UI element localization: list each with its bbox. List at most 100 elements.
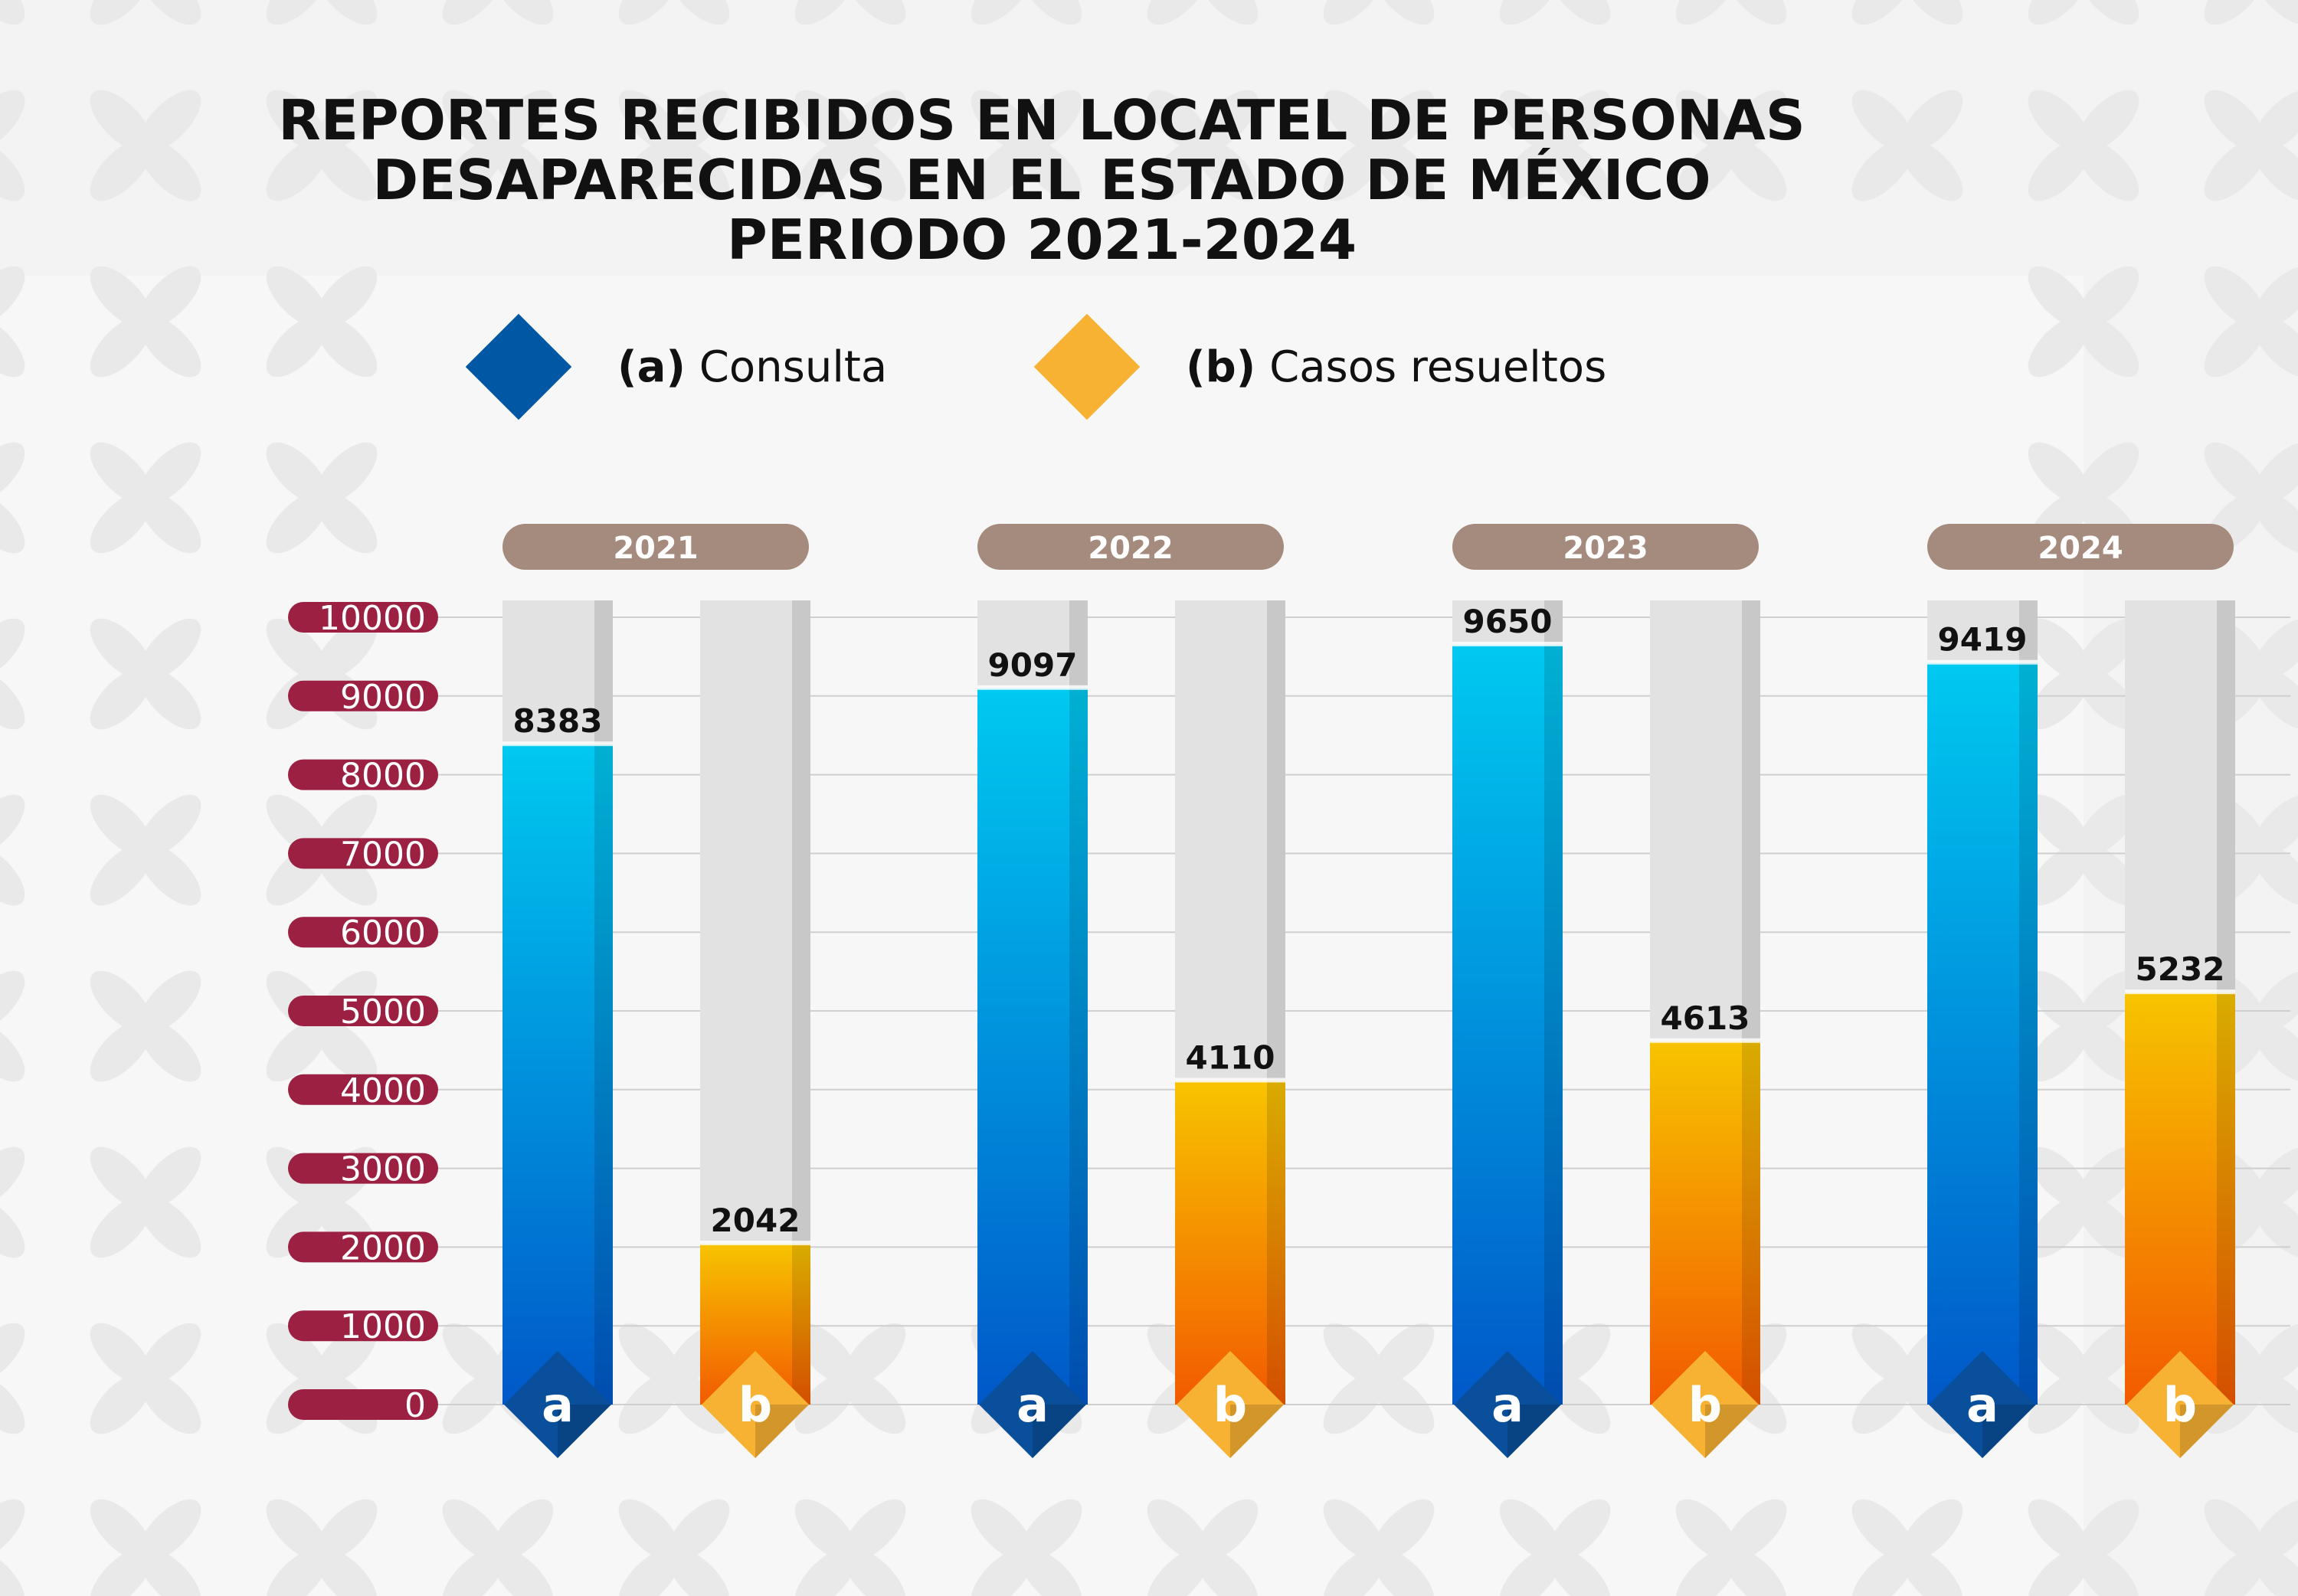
leaf-shape — [2253, 843, 2298, 906]
leaf-shape — [266, 1499, 329, 1562]
leaf-shape — [1147, 90, 1210, 152]
y-tick-label: 5000 — [340, 993, 426, 1032]
leaf-shape — [1851, 0, 1914, 25]
y-tick-label: 4000 — [340, 1071, 426, 1110]
marker-letter: b — [1213, 1377, 1247, 1433]
leaf-shape — [1196, 1548, 1259, 1596]
leaf-shape — [0, 794, 25, 857]
leaf-shape — [1900, 0, 1963, 25]
leaf-shape — [139, 90, 201, 152]
bar-casos-resueltos — [1175, 1081, 1285, 1405]
leaf-shape — [2253, 1019, 2298, 1082]
leaf-shape — [1147, 1499, 1210, 1562]
leaf-shape — [2028, 90, 2090, 152]
leaf-shape — [0, 1548, 25, 1596]
leaf-shape — [0, 1195, 25, 1258]
data-label: 8383 — [513, 702, 603, 740]
leaf-shape — [90, 1499, 152, 1562]
marker-letter: b — [738, 1377, 772, 1433]
leaf-shape — [442, 0, 505, 25]
legend-label-b: (b) Casos resueltos — [1186, 342, 1607, 392]
leaf-shape — [618, 90, 681, 152]
leaf-shape — [2028, 266, 2090, 329]
bar-casos-resueltos — [1650, 1041, 1760, 1405]
leaf-shape — [2253, 139, 2298, 201]
leaf-shape — [1724, 1499, 1787, 1562]
leaf-shape — [2028, 0, 2090, 25]
leaf-shape — [266, 491, 329, 554]
leaf-shape — [139, 442, 201, 505]
marker-letter: b — [1688, 1377, 1722, 1433]
leaf-shape — [2028, 667, 2090, 730]
leaf-shape — [2253, 970, 2298, 1033]
leaf-shape — [1900, 1499, 1963, 1562]
leaf-shape — [2253, 1146, 2298, 1209]
y-tick-badge — [288, 1153, 438, 1184]
marker-b-icon — [1177, 1351, 1284, 1458]
leaf-shape — [0, 139, 25, 201]
leaf-shape — [1196, 1499, 1259, 1562]
bar-top-edge — [1175, 1078, 1285, 1083]
leaf-shape — [618, 0, 681, 25]
bar-consulta — [1927, 662, 2038, 1405]
bar-shade — [1544, 644, 1563, 1405]
leaf-shape — [2077, 1146, 2139, 1209]
leaf-shape — [90, 1323, 152, 1385]
bar-top-edge — [1927, 659, 2038, 665]
leaf-shape — [971, 1548, 1033, 1596]
leaf-shape — [2077, 0, 2139, 25]
leaf-shape — [971, 139, 1033, 201]
bar-top-edge — [977, 685, 1088, 690]
leaf-shape — [2077, 442, 2139, 505]
y-tick-label: 0 — [404, 1386, 426, 1425]
leaf-shape — [266, 1195, 329, 1258]
chart-title: REPORTES RECIBIDOS EN LOCATEL DE PERSONA… — [0, 90, 2084, 270]
leaf-shape — [139, 667, 201, 730]
leaf-shape — [1323, 1323, 1386, 1385]
leaf-shape — [843, 90, 906, 152]
leaf-shape — [0, 491, 25, 554]
year-pill — [1452, 524, 1759, 570]
leaf-shape — [618, 139, 681, 201]
leaf-shape — [2204, 442, 2267, 505]
leaf-shape — [2253, 1499, 2298, 1562]
leaf-shape — [794, 139, 857, 201]
marker-shade — [1705, 1405, 1759, 1458]
leaf-shape — [139, 1548, 201, 1596]
leaf-shape — [2028, 1372, 2090, 1434]
leaf-shape — [90, 315, 152, 378]
marker-shade — [1507, 1405, 1561, 1458]
leaf-shape — [90, 0, 152, 25]
leaf-shape — [2077, 843, 2139, 906]
leaf-shape — [139, 794, 201, 857]
data-label: 4110 — [1186, 1038, 1275, 1076]
bar-top-edge — [502, 741, 613, 747]
marker-letter: a — [542, 1377, 574, 1433]
leaf-shape — [667, 1548, 730, 1596]
leaf-shape — [0, 1146, 25, 1209]
leaf-shape — [139, 1146, 201, 1209]
leaf-shape — [1675, 1499, 1738, 1562]
legend-label-a: (a) Consulta — [617, 342, 888, 392]
leaf-shape — [618, 1372, 681, 1434]
data-label: 2042 — [711, 1202, 800, 1239]
leaf-shape — [1851, 1372, 1914, 1434]
year-label: 2021 — [613, 531, 698, 566]
year-pill — [1927, 524, 2234, 570]
leaf-shape — [843, 1372, 906, 1434]
leaf-shape — [266, 315, 329, 378]
leaf-shape — [315, 1019, 378, 1082]
marker-b-icon — [1651, 1351, 1759, 1458]
leaf-shape — [1196, 0, 1259, 25]
leaf-shape — [315, 491, 378, 554]
y-tick-badge — [288, 680, 438, 711]
leaf-shape — [491, 0, 554, 25]
leaf-shape — [315, 266, 378, 329]
leaf-shape — [2028, 1195, 2090, 1258]
leaf-shape — [2028, 315, 2090, 378]
y-tick-label: 3000 — [340, 1150, 426, 1189]
leaf-shape — [794, 90, 857, 152]
data-label: 5232 — [2136, 950, 2225, 988]
y-tick-label: 1000 — [340, 1307, 426, 1346]
